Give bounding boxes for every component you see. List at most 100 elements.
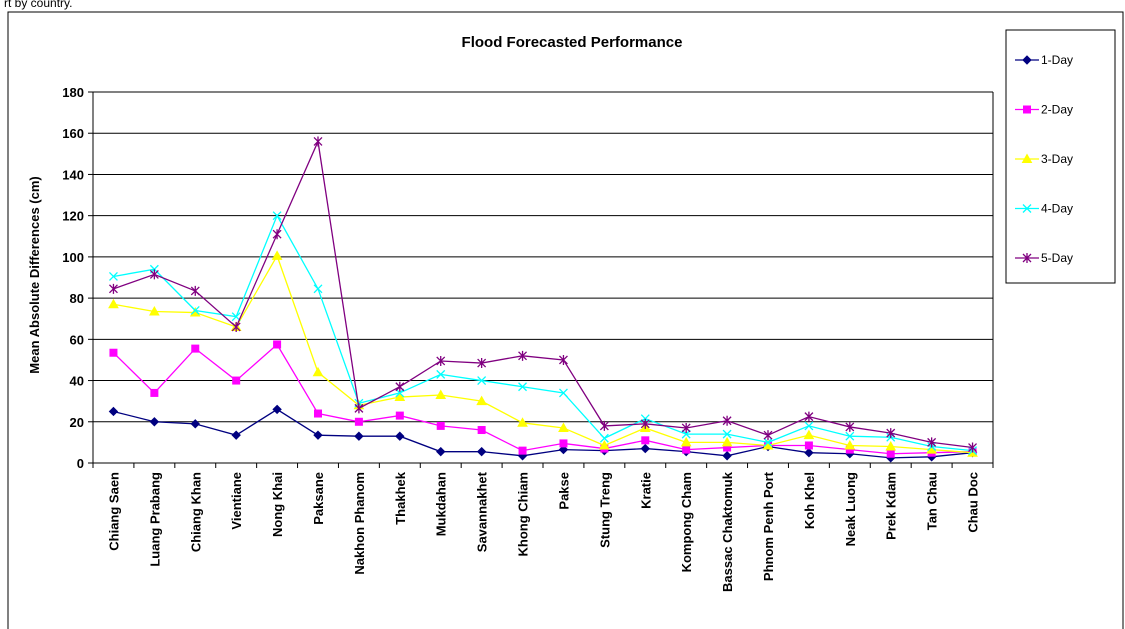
data-point xyxy=(968,442,978,453)
data-point xyxy=(232,376,241,385)
data-point xyxy=(517,417,528,427)
data-point xyxy=(313,284,323,294)
x-category-label: Chau Doc xyxy=(966,472,981,533)
data-point xyxy=(436,421,445,430)
data-point xyxy=(190,285,200,296)
data-point xyxy=(844,439,856,450)
y-tick-label: 80 xyxy=(70,291,84,306)
data-point xyxy=(436,446,446,457)
data-point xyxy=(190,419,200,429)
x-category-label: Mukdahan xyxy=(434,472,449,536)
legend: 1-Day 2-Day 3-Day 4-Day 5-Day xyxy=(1005,29,1116,284)
data-point xyxy=(927,437,937,448)
series-line xyxy=(113,254,973,454)
legend-entry-label: 3-Day xyxy=(1041,152,1073,166)
data-point xyxy=(354,417,363,426)
y-axis-label: Mean Absolute Differences (cm) xyxy=(27,176,42,373)
y-tick-label: 0 xyxy=(77,456,84,471)
y-tick-label: 120 xyxy=(62,209,84,224)
x-category-label: Neak Luong xyxy=(843,472,858,546)
data-point xyxy=(436,369,446,379)
data-point xyxy=(272,229,282,240)
data-point xyxy=(559,439,568,448)
data-point xyxy=(271,250,283,260)
data-point xyxy=(558,444,569,455)
data-point xyxy=(477,376,487,386)
data-point xyxy=(558,354,568,365)
data-point xyxy=(150,388,159,397)
y-tick-label: 20 xyxy=(70,415,84,430)
data-point xyxy=(149,417,160,427)
y-tick-label: 100 xyxy=(62,250,84,265)
series-line xyxy=(113,408,973,459)
data-point xyxy=(886,449,895,458)
x-category-label: Luang Prabang xyxy=(147,472,162,567)
data-point xyxy=(886,428,896,439)
data-point xyxy=(518,350,528,361)
data-point xyxy=(231,321,241,332)
data-point xyxy=(477,426,486,435)
data-point xyxy=(680,436,692,447)
data-point xyxy=(313,136,323,147)
data-point xyxy=(476,395,487,406)
x-category-label: Stung Treng xyxy=(597,472,612,548)
data-point xyxy=(558,388,568,398)
data-point xyxy=(845,421,855,432)
data-point xyxy=(313,430,323,440)
data-point xyxy=(314,409,322,418)
data-point xyxy=(394,391,406,402)
data-point xyxy=(354,403,364,414)
data-point xyxy=(436,355,446,366)
data-point xyxy=(108,406,119,417)
x-category-label: Pakse xyxy=(556,472,571,510)
data-point xyxy=(681,422,691,433)
data-point xyxy=(108,283,118,294)
x-category-label: Chiang Khan xyxy=(188,472,203,552)
legend-marker xyxy=(1021,153,1033,163)
data-point xyxy=(108,298,119,309)
data-point xyxy=(599,439,610,450)
y-tick-label: 40 xyxy=(70,374,84,389)
data-point xyxy=(149,305,160,316)
series-line xyxy=(112,343,973,455)
data-point xyxy=(108,272,118,281)
data-point xyxy=(804,447,814,458)
x-category-label: Savannakhet xyxy=(475,471,490,552)
x-category-label: Nong Khai xyxy=(270,472,285,537)
data-point xyxy=(682,445,691,454)
x-category-label: Phnom Penh Port xyxy=(761,471,776,581)
data-point xyxy=(435,389,447,399)
data-point xyxy=(518,446,527,455)
legend-entry-label: 2-Day xyxy=(1041,103,1073,117)
x-category-label: Kompong Cham xyxy=(679,472,694,572)
series-5-day xyxy=(108,136,978,453)
x-category-label: Chiang Saen xyxy=(106,472,121,551)
data-point xyxy=(804,421,814,431)
y-tick-label: 140 xyxy=(62,167,84,182)
legend-marker xyxy=(1022,55,1032,65)
data-point xyxy=(722,451,732,461)
x-category-label: Prek Kdam xyxy=(884,472,899,540)
legend-marker xyxy=(1023,105,1031,114)
x-category-label: Nakhon Phanom xyxy=(352,472,367,575)
legend-marker xyxy=(1022,253,1032,263)
data-point xyxy=(354,431,364,441)
data-point xyxy=(191,344,200,353)
x-category-label: Kratie xyxy=(638,472,653,509)
data-point xyxy=(721,436,733,447)
data-point xyxy=(599,420,609,431)
legend-entry-label: 1-Day xyxy=(1041,53,1073,67)
data-point xyxy=(477,358,487,369)
legend-marker xyxy=(1022,204,1032,213)
data-point xyxy=(803,429,815,440)
data-point xyxy=(395,381,405,392)
x-category-label: Koh Khel xyxy=(802,472,817,529)
data-point xyxy=(558,422,569,432)
x-category-label: Paksane xyxy=(311,472,326,525)
data-point xyxy=(476,446,487,457)
data-point xyxy=(149,269,159,280)
y-tick-label: 60 xyxy=(70,332,84,347)
data-point xyxy=(641,436,650,445)
data-point xyxy=(804,441,813,450)
data-point xyxy=(231,430,241,440)
